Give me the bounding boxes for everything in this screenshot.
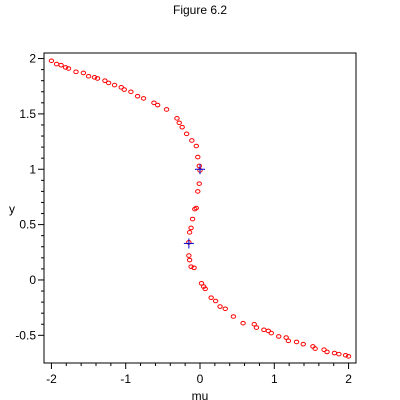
data-point [300,341,306,347]
y-tick-label: 1 [29,162,36,176]
y-axis: -0.5 0 0.5 1 1.5 2 [15,52,44,342]
data-point [111,82,118,88]
data-point [342,352,349,358]
y-tick-label: 0 [29,273,36,287]
data-point [174,116,180,121]
data-point [191,265,197,271]
marker-plus [183,238,194,249]
y-axis-label: y [9,202,15,216]
data-point [189,216,196,222]
data-point [196,163,202,169]
data-point [189,138,195,143]
data-point [193,205,199,211]
data-point [73,69,79,75]
data-point [183,131,190,137]
x-tick-label: -1 [120,372,131,386]
data-point [212,298,219,304]
y-tick-label: 0.5 [19,218,36,232]
plot-marks [48,58,352,359]
data-point [48,58,55,64]
x-tick-label: 0 [197,372,204,386]
y-tick-label: 2 [29,52,36,66]
data-point [202,286,208,292]
x-tick-label: 1 [271,372,278,386]
data-point [192,206,198,212]
data-point [186,230,193,235]
data-point [345,354,352,359]
data-point [331,350,338,356]
data-point [276,334,282,339]
plot-frame [43,52,357,364]
data-point [222,306,228,312]
y-tick-label: 1.5 [19,107,36,121]
y-tick-label: -0.5 [15,328,36,342]
data-point [58,62,64,68]
data-point [121,87,127,92]
data-point [251,321,257,327]
data-point [240,320,246,326]
data-point [188,264,194,269]
data-point [62,65,69,70]
x-tick-label: -2 [46,372,57,386]
data-point [188,225,194,231]
data-point [85,73,92,79]
data-point [217,304,223,309]
data-point [268,330,275,336]
data-point [179,124,185,130]
data-point [336,351,342,357]
x-axis: -2 -1 0 1 2 [46,363,352,386]
data-point [140,96,147,101]
data-point [324,349,330,355]
data-point [261,327,267,333]
data-point [105,80,112,86]
data-point [193,143,199,149]
data-point [208,295,214,300]
data-point [80,70,87,76]
data-point [163,107,170,112]
data-point [186,257,193,263]
data-point [230,314,237,319]
data-point [154,102,161,108]
data-point [198,280,205,286]
marker-plus [195,164,205,175]
data-point [151,100,157,106]
data-point [128,89,134,95]
data-point [176,120,182,126]
data-point [195,189,201,194]
x-tick-label: 2 [345,372,352,386]
chart-title: Figure 6.2 [173,3,227,17]
data-point [65,66,72,71]
data-point [293,339,300,345]
data-point [134,93,141,99]
data-point [91,75,98,80]
data-point [186,253,192,258]
data-point [102,78,108,83]
data-point [196,181,202,186]
data-point [312,346,318,351]
data-point [283,335,289,340]
data-point [285,338,292,344]
data-point [53,61,60,67]
data-point [195,154,201,160]
data-point [94,76,101,81]
x-axis-label: mu [192,389,209,400]
data-point [253,325,260,330]
